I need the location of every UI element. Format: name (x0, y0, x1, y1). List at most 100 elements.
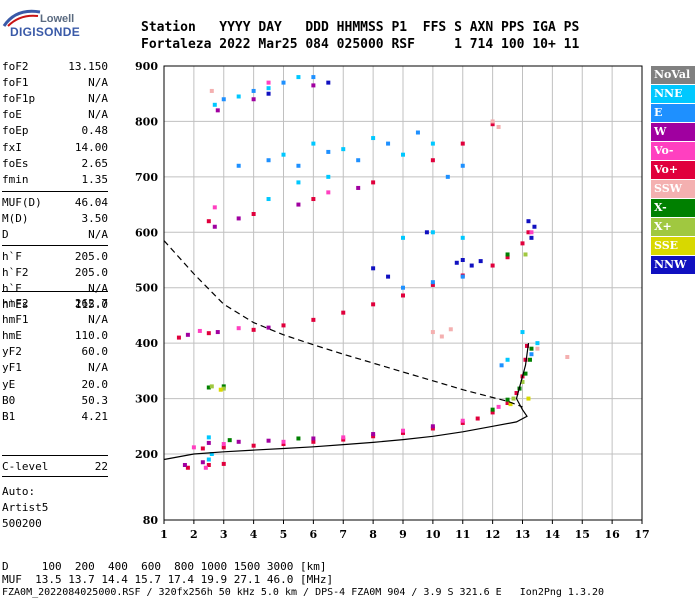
data-point-nne (505, 357, 510, 362)
data-point-nnw (386, 274, 391, 279)
param-label: yF1 (2, 361, 22, 375)
data-point-ssw (490, 119, 495, 124)
legend-item: SSE (651, 237, 695, 255)
param-label: foF2 (2, 60, 29, 73)
sidebar-row: hmE 110.0 (2, 328, 108, 343)
x-tick-label: 4 (250, 528, 258, 541)
data-point-nne (401, 235, 405, 240)
data-point-e (499, 363, 504, 368)
data-point-nne (341, 147, 346, 152)
data-point-nnw (371, 266, 376, 271)
sidebar-row: foF1p N/A (2, 91, 108, 106)
param-value: 1.35 (81, 172, 109, 186)
data-point-w (311, 436, 316, 441)
data-point-vo (266, 80, 271, 85)
auto-artist: Artist5 (2, 501, 49, 514)
data-point-vo (251, 443, 256, 448)
sidebar-row: h`F 205.0 (2, 249, 108, 264)
x-tick-label: 17 (634, 528, 649, 541)
sidebar-row: h`F2 205.0 (2, 265, 108, 280)
data-point-vo (236, 326, 241, 331)
data-point-nne (430, 230, 435, 235)
x-tick-label: 11 (455, 528, 470, 541)
data-point-vo (496, 404, 501, 409)
param-value: N/A (88, 92, 108, 106)
data-point-vo (460, 418, 465, 423)
data-point-nne (266, 197, 271, 202)
data-point-vo (206, 463, 211, 467)
param-label: foF1p (2, 92, 36, 106)
legend-item: E (651, 104, 695, 122)
y-tick-label: 800 (135, 115, 158, 128)
data-point-vo (430, 426, 435, 431)
sidebar-row: yF2 60.0 (2, 344, 108, 359)
param-value: 262.7 (74, 297, 108, 310)
sidebar-divider (2, 291, 108, 292)
param-label: C-level (2, 460, 49, 473)
legend-item: Vo+ (651, 161, 695, 179)
data-point-vo (430, 282, 435, 287)
param-value: 14.00 (74, 140, 108, 154)
data-point-vo (212, 205, 217, 210)
x-tick-label: 1 (160, 528, 168, 541)
x-tick-label: 12 (485, 528, 500, 541)
param-value: 3.50 (81, 212, 109, 226)
sidebar-row: hmF1 N/A (2, 312, 108, 327)
sidebar-row: foF2 13.150 (2, 59, 108, 74)
data-point-vo (460, 141, 465, 146)
footer-distance-row: D 100 200 400 600 800 1000 1500 3000 [km… (2, 560, 327, 573)
data-point-w (215, 108, 220, 113)
data-point-vo (221, 461, 226, 466)
param-label: MUF(D) (2, 196, 42, 209)
param-value: 20.0 (81, 377, 109, 391)
data-point-w (200, 460, 205, 465)
data-point-e (415, 130, 420, 135)
legend-item: NoVal (651, 66, 695, 84)
data-point-vo (524, 343, 529, 348)
data-point-x (206, 385, 211, 390)
data-point-nnw (478, 259, 483, 264)
param-value: 22 (94, 460, 108, 473)
data-point-x (209, 384, 214, 389)
logo-text-digisonde: DIGISONDE (10, 25, 81, 39)
data-point-e (460, 163, 465, 168)
param-label: foEs (2, 156, 29, 170)
sidebar-row: C-level 22 (2, 459, 108, 474)
data-point-vo (505, 401, 510, 406)
data-point-vo (401, 293, 405, 298)
data-point-e (296, 163, 301, 168)
data-point-vo (341, 310, 346, 315)
y-tick-label: 600 (135, 226, 158, 239)
y-tick-label: 300 (135, 393, 158, 406)
data-point-ssw (565, 355, 570, 359)
data-point-vo (490, 122, 495, 127)
data-point-x (227, 438, 232, 443)
data-point-vo (251, 327, 256, 332)
data-point-nne (281, 152, 286, 157)
data-point-ssw (535, 346, 540, 351)
param-label: foF1 (2, 76, 29, 90)
data-point-vo (206, 219, 211, 224)
data-point-vo (200, 446, 205, 451)
data-point-w (251, 97, 256, 102)
data-point-nnw (460, 258, 465, 262)
data-point-w (206, 440, 211, 445)
data-point-w (266, 325, 271, 330)
param-label: foE (2, 108, 22, 122)
auto-version: 500200 (2, 517, 42, 530)
data-point-nne (520, 330, 525, 335)
param-value: 110.0 (74, 329, 108, 343)
data-point-x (523, 252, 528, 257)
data-point-vo (191, 445, 196, 450)
data-point-nne (212, 102, 217, 107)
data-point-w (371, 432, 376, 437)
param-value: 205.0 (74, 250, 108, 263)
param-value: 115.0 (74, 298, 108, 312)
data-point-x (505, 397, 510, 402)
data-point-vo (430, 158, 435, 163)
data-point-vo (371, 180, 376, 185)
data-point-vo (371, 434, 376, 439)
param-label: foEp (2, 124, 29, 138)
data-point-w (236, 439, 241, 444)
